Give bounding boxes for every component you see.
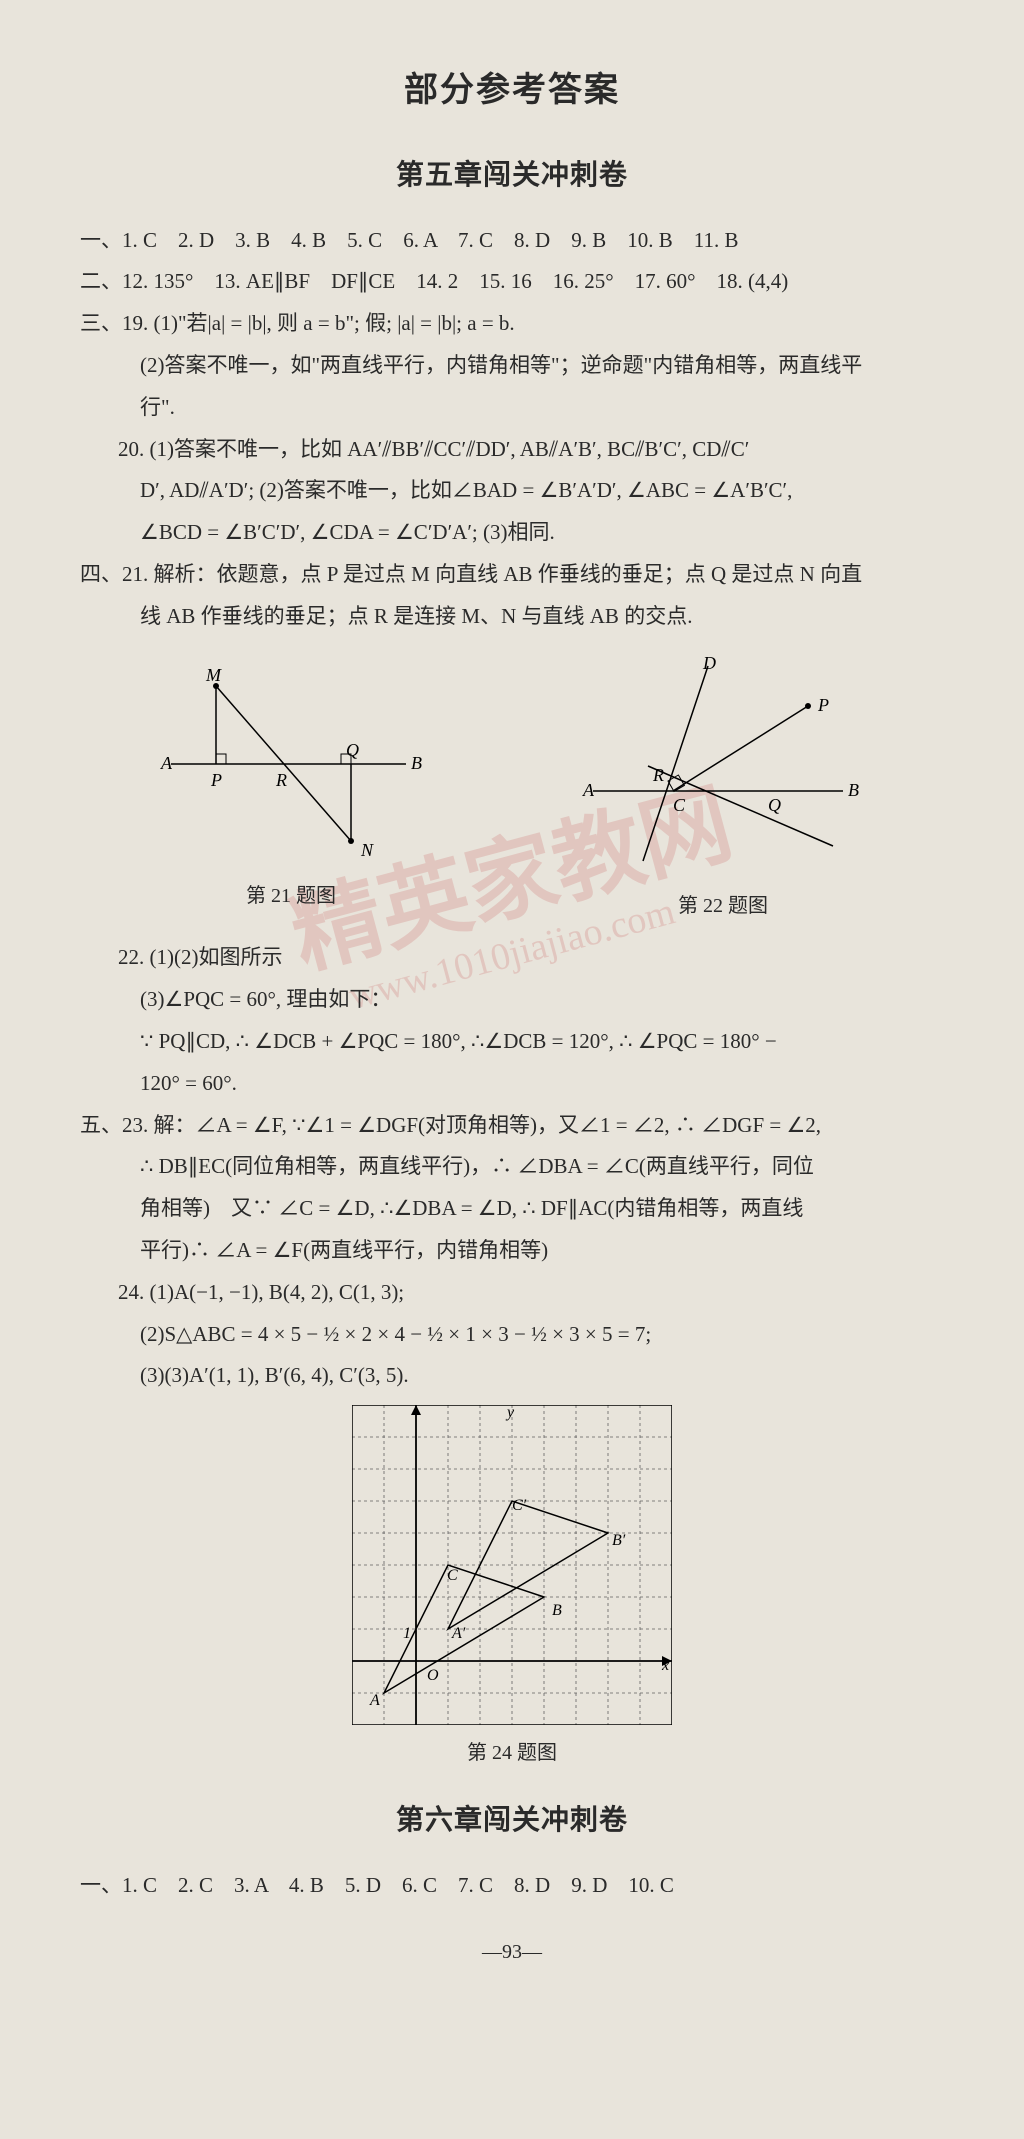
- section2-title: 第六章闯关冲刺卷: [80, 1796, 944, 1846]
- svg-text:y: y: [505, 1405, 515, 1421]
- svg-text:D: D: [702, 653, 716, 673]
- svg-text:C: C: [447, 1567, 458, 1584]
- svg-text:Q: Q: [346, 740, 359, 760]
- figure-21-caption: 第 21 题图: [151, 878, 431, 914]
- svg-text:Q: Q: [768, 795, 781, 815]
- answer-line: 三、19. (1)"若|a| = |b|, 则 a = b"; 假; |a| =…: [80, 305, 944, 343]
- figure-22-caption: 第 22 题图: [573, 888, 873, 924]
- main-title: 部分参考答案: [80, 60, 944, 121]
- svg-text:B: B: [552, 1602, 562, 1619]
- figure-24: y x O 1 A B C A′ B′ C′ 第 24 题图: [80, 1405, 944, 1771]
- svg-text:A: A: [160, 753, 173, 773]
- answer-line: 五、23. 解：∠A = ∠F, ∵∠1 = ∠DGF(对顶角相等)，又∠1 =…: [80, 1107, 944, 1145]
- answer-line: (3)(3)A′(1, 1), B′(6, 4), C′(3, 5).: [80, 1357, 944, 1395]
- figure-22: D P A B RC Q 第 22 题图: [573, 651, 873, 925]
- svg-text:N: N: [360, 840, 374, 860]
- figure-22-svg: D P A B RC Q: [573, 651, 873, 871]
- svg-text:B: B: [411, 753, 422, 773]
- answer-line: 24. (1)A(−1, −1), B(4, 2), C(1, 3);: [80, 1274, 944, 1312]
- answer-line: 角相等) 又∵ ∠C = ∠D, ∴∠DBA = ∠D, ∴ DF∥AC(内错角…: [80, 1190, 944, 1228]
- svg-text:A′: A′: [451, 1625, 466, 1642]
- answer-line: ∵ PQ∥CD, ∴ ∠DCB + ∠PQC = 180°, ∴∠DCB = 1…: [80, 1023, 944, 1061]
- answer-line: 行".: [80, 389, 944, 427]
- svg-text:A: A: [369, 1692, 380, 1709]
- answer-line: 一、1. C 2. C 3. A 4. B 5. D 6. C 7. C 8. …: [80, 1867, 944, 1905]
- svg-text:R: R: [652, 765, 664, 785]
- svg-text:x: x: [661, 1657, 669, 1674]
- answer-line: 120° = 60°.: [80, 1065, 944, 1103]
- answer-line: 四、21. 解析：依题意，点 P 是过点 M 向直线 AB 作垂线的垂足；点 Q…: [80, 556, 944, 594]
- svg-text:P: P: [210, 770, 222, 790]
- figure-21-svg: M N A B P R Q: [151, 661, 431, 861]
- svg-text:R: R: [275, 770, 287, 790]
- svg-text:M: M: [205, 665, 222, 685]
- svg-text:C′: C′: [512, 1497, 527, 1514]
- answer-line: (2)S△ABC = 4 × 5 − ½ × 2 × 4 − ½ × 1 × 3…: [80, 1316, 944, 1354]
- svg-text:1: 1: [403, 1625, 411, 1642]
- section1-title: 第五章闯关冲刺卷: [80, 151, 944, 201]
- answer-line: ∴ DB∥EC(同位角相等，两直线平行)，∴ ∠DBA = ∠C(两直线平行，同…: [80, 1148, 944, 1186]
- answer-line: 20. (1)答案不唯一，比如 AA′⫽BB′⫽CC′⫽DD′, AB⫽A′B′…: [80, 431, 944, 469]
- svg-text:B: B: [848, 780, 859, 800]
- answer-line: 线 AB 作垂线的垂足；点 R 是连接 M、N 与直线 AB 的交点.: [80, 598, 944, 636]
- answer-line: 一、1. C 2. D 3. B 4. B 5. C 6. A 7. C 8. …: [80, 222, 944, 260]
- page-content: 部分参考答案 第五章闯关冲刺卷 一、1. C 2. D 3. B 4. B 5.…: [80, 60, 944, 1970]
- answer-line: D′, AD⫽A′D′; (2)答案不唯一，比如∠BAD = ∠B′A′D′, …: [80, 472, 944, 510]
- svg-text:C: C: [673, 795, 686, 815]
- figure-21: M N A B P R Q 第 21 题图: [151, 661, 431, 915]
- svg-text:P: P: [817, 695, 829, 715]
- answer-line: ∠BCD = ∠B′C′D′, ∠CDA = ∠C′D′A′; (3)相同.: [80, 514, 944, 552]
- answer-line: (3)∠PQC = 60°, 理由如下：: [80, 981, 944, 1019]
- figure-24-caption: 第 24 题图: [80, 1735, 944, 1771]
- figure-24-svg: y x O 1 A B C A′ B′ C′: [352, 1405, 672, 1725]
- svg-text:A: A: [582, 780, 595, 800]
- svg-text:B′: B′: [612, 1532, 626, 1549]
- figures-row-1: MNABPRQ 第 21 题图 DPABRCQ 第 22 题图: [80, 651, 944, 925]
- svg-text:O: O: [427, 1667, 439, 1684]
- answer-line: 二、12. 135° 13. AE∥BF DF∥CE 14. 2 15. 16 …: [80, 263, 944, 301]
- answer-line: 平行)∴ ∠A = ∠F(两直线平行，内错角相等): [80, 1232, 944, 1270]
- answer-line: (2)答案不唯一，如"两直线平行，内错角相等"；逆命题"内错角相等，两直线平: [80, 347, 944, 385]
- answer-line: 22. (1)(2)如图所示: [80, 939, 944, 977]
- page-number: —93—: [80, 1934, 944, 1970]
